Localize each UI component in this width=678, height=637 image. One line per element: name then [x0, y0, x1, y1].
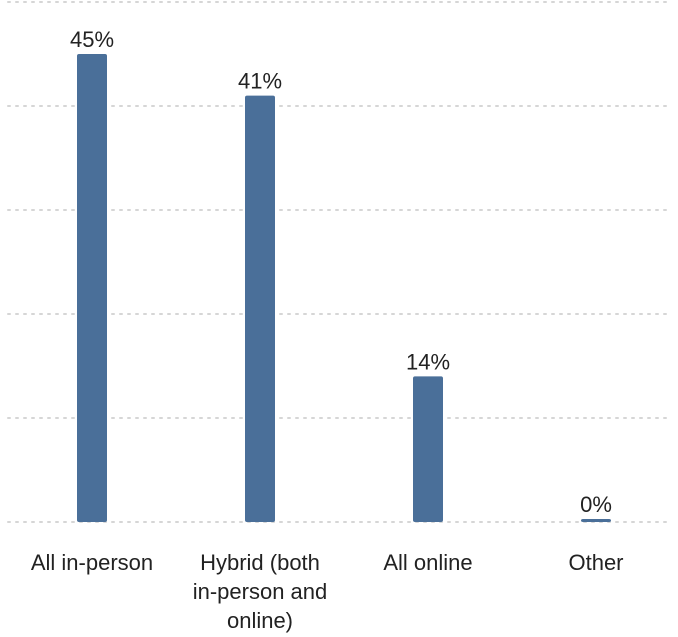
category-label-line: Other — [568, 550, 623, 575]
category-label-line: All online — [383, 550, 472, 575]
gridlines — [7, 1, 671, 523]
category-label-line: Hybrid (both — [200, 550, 320, 575]
bar — [77, 54, 107, 522]
data-label: 0% — [580, 492, 612, 517]
value-labels: 45% 41% 14% 0% — [70, 27, 612, 517]
category-label: All online — [383, 550, 472, 575]
bar — [581, 519, 611, 522]
category-label-line: online) — [227, 608, 293, 633]
data-label: 41% — [238, 69, 282, 94]
category-labels: All in-person Hybrid (both in-person and on… — [31, 550, 624, 633]
category-label: All in-person — [31, 550, 153, 575]
category-label: Hybrid (both in-person and online) — [193, 550, 328, 633]
category-label: Other — [568, 550, 623, 575]
data-label: 45% — [70, 27, 114, 52]
category-label-line: in-person and — [193, 579, 328, 604]
bar — [245, 95, 275, 522]
data-label: 14% — [406, 349, 450, 374]
category-label-line: All in-person — [31, 550, 153, 575]
bar — [413, 376, 443, 522]
bars — [77, 54, 611, 522]
